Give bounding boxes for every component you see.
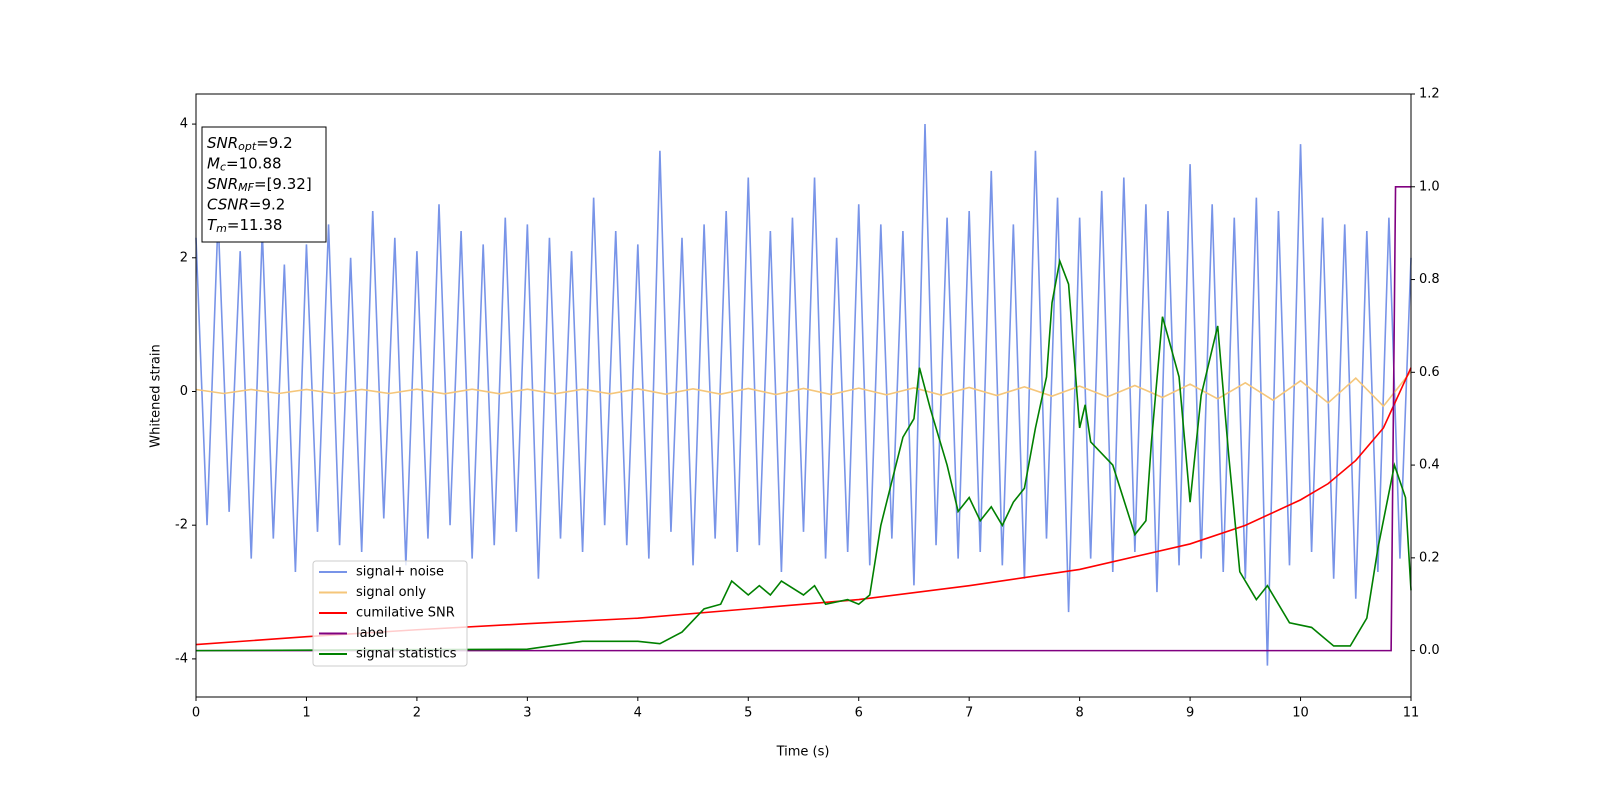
- annotation-text: =[9.32]: [254, 175, 312, 193]
- annotation-text: =9.2: [249, 195, 285, 213]
- annotation-text: =9.2: [256, 134, 292, 152]
- x-tick-label: 7: [965, 706, 973, 721]
- annotation-box: [201, 126, 327, 243]
- series-line: [195, 367, 1412, 646]
- y-tick-label: 0: [180, 384, 188, 399]
- y-axis-label: Whitened strain: [149, 344, 164, 447]
- series-line: [195, 258, 1412, 652]
- y2-tick-label: 1.2: [1419, 87, 1440, 102]
- x-tick-label: 5: [744, 706, 752, 721]
- annotation-sub: m: [216, 222, 227, 235]
- annotation-var: SNR: [207, 175, 238, 193]
- annotation-line: SNRMF=[9.32]: [207, 175, 312, 195]
- legend-label: signal statistics: [356, 647, 457, 662]
- y2-tick-label: 0.4: [1419, 458, 1440, 473]
- legend-label: cumilative SNR: [356, 606, 455, 621]
- series-line: [195, 124, 1412, 666]
- annotation-sub: opt: [238, 140, 257, 153]
- legend-label: signal+ noise: [356, 565, 444, 580]
- series-line: [196, 185, 1411, 652]
- x-tick-label: 1: [302, 706, 310, 721]
- y-tick-label: -4: [175, 651, 188, 666]
- legend-box: [312, 560, 468, 667]
- annotation-text: =10.88: [226, 154, 282, 172]
- annotation-var: SNR: [207, 134, 238, 152]
- x-tick-label: 9: [1186, 706, 1194, 721]
- x-tick-label: 8: [1075, 706, 1083, 721]
- y-tick-label: 2: [180, 250, 188, 265]
- annotation-var: T: [207, 216, 218, 234]
- x-tick-label: 4: [634, 706, 642, 721]
- annotation-line: SNRopt=9.2: [207, 134, 293, 154]
- y-tick-label: -2: [175, 518, 188, 533]
- y2-tick-label: 0.8: [1419, 272, 1440, 287]
- legend-label: signal only: [356, 585, 426, 600]
- x-tick-label: 10: [1292, 706, 1309, 721]
- x-tick-label: 0: [192, 706, 200, 721]
- y-tick-label: 4: [180, 117, 188, 132]
- x-tick-label: 6: [855, 706, 863, 721]
- annotation-sub: MF: [238, 181, 254, 194]
- annotation-sub: c: [220, 161, 226, 174]
- annotation-line: CSNR=9.2: [207, 195, 285, 213]
- annotation-line: Tm=11.38: [207, 216, 282, 236]
- legend-label: label: [356, 626, 387, 641]
- x-tick-label: 3: [523, 706, 531, 721]
- annotation-var: M: [207, 154, 220, 172]
- y2-tick-label: 0.2: [1419, 550, 1440, 565]
- series-line: [195, 370, 1412, 408]
- y2-tick-label: 1.0: [1419, 179, 1440, 194]
- y2-tick-label: 0.6: [1419, 365, 1440, 380]
- annotation-text: =11.38: [227, 216, 283, 234]
- x-tick-label: 11: [1403, 706, 1420, 721]
- y2-tick-label: 0.0: [1419, 643, 1440, 658]
- plot-frame: [195, 93, 1412, 698]
- annotation-var: CSNR: [207, 195, 249, 213]
- annotation-line: Mc=10.88: [207, 154, 282, 174]
- x-axis-label: Time (s): [776, 745, 830, 760]
- x-tick-label: 2: [413, 706, 421, 721]
